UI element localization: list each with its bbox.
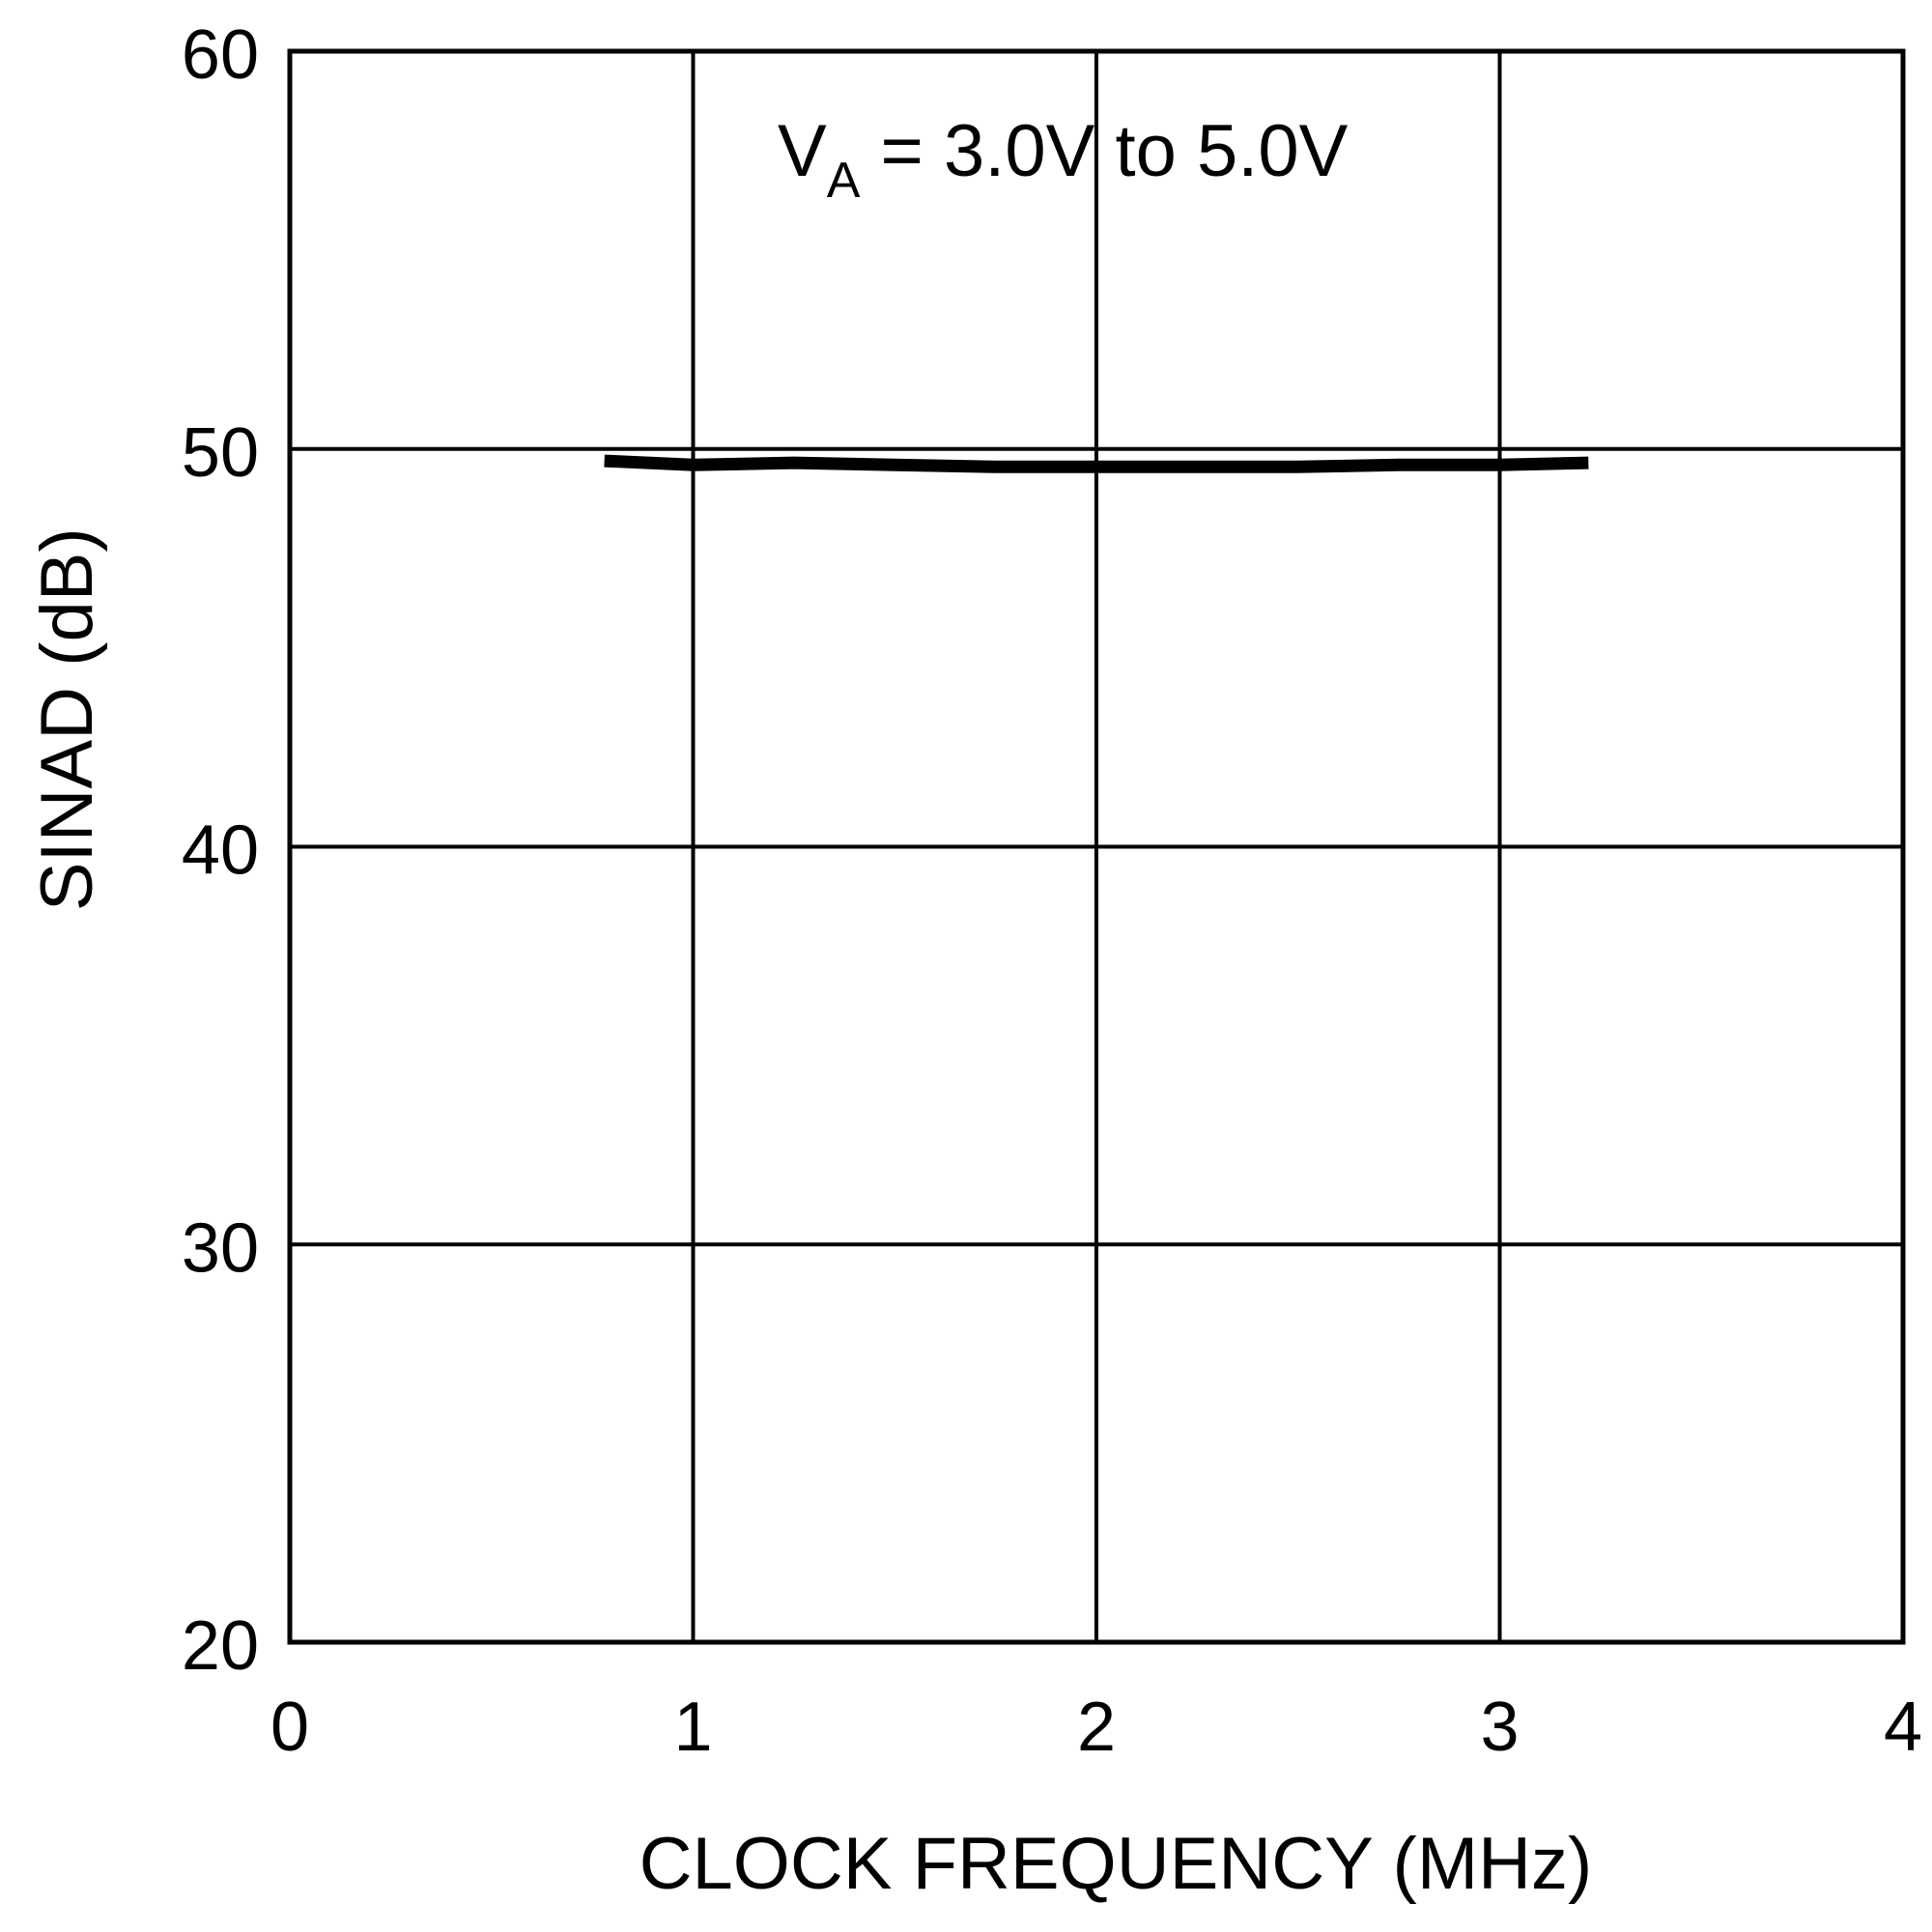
x-tick-label: 0 [270, 1689, 309, 1766]
annotation-rest: = 3.0V to 5.0V [860, 110, 1348, 192]
x-axis-label: CLOCK FREQUENCY (MHz) [639, 1823, 1593, 1905]
y-tick-labels: 20 30 40 50 60 [182, 16, 259, 1685]
y-axis-label: SINAD (dB) [26, 527, 108, 911]
y-tick-label: 50 [182, 414, 259, 492]
series-layer [604, 454, 1589, 473]
grid-lines [290, 51, 1903, 1642]
y-tick-label: 60 [182, 16, 259, 94]
plot-area-frame [287, 48, 1906, 1645]
x-tick-label: 3 [1480, 1689, 1519, 1766]
y-tick-label: 40 [182, 812, 259, 890]
supply-voltage-annotation: VA = 3.0V to 5.0V [778, 110, 1349, 209]
x-tick-labels: 0 1 2 3 4 [270, 1689, 1922, 1766]
annotation-subscript: A [827, 153, 861, 209]
y-tick-label: 30 [182, 1209, 259, 1287]
sinad-series-line [604, 454, 1589, 473]
x-tick-label: 2 [1077, 1689, 1116, 1766]
x-tick-label: 1 [673, 1689, 712, 1766]
annotation-main: V [778, 110, 827, 192]
y-tick-label: 20 [182, 1607, 259, 1685]
x-tick-label: 4 [1884, 1689, 1922, 1766]
